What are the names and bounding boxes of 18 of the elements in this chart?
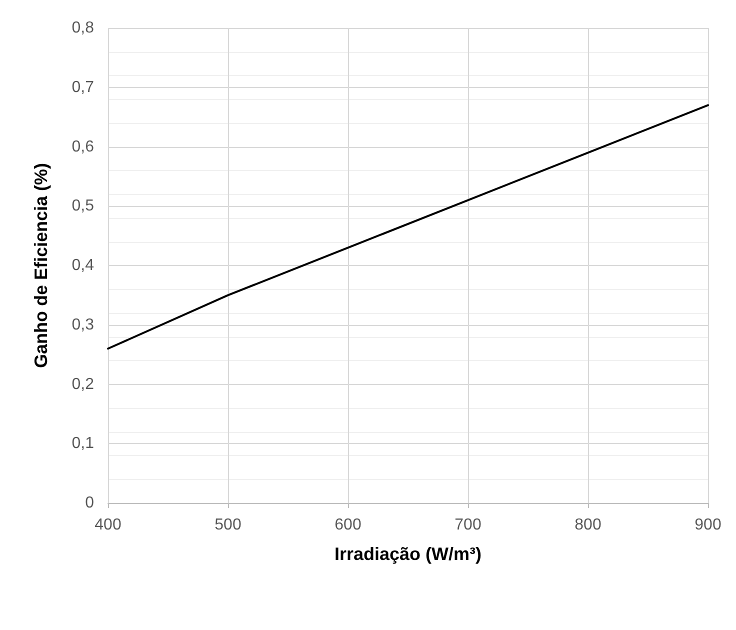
y-tick-label: 0,4: [72, 257, 94, 274]
y-tick-label: 0,6: [72, 138, 94, 156]
x-tick-label: 900: [694, 516, 722, 534]
x-tick-label: 500: [214, 516, 242, 534]
line-series: [107, 104, 709, 350]
x-axis-title: Irradiação (W/m³): [334, 544, 482, 564]
y-tick-label: 0,2: [72, 376, 94, 393]
y-tick-label: 0,5: [72, 198, 94, 215]
y-tick-label: 0: [85, 494, 94, 512]
x-tick-label: 400: [94, 516, 122, 534]
y-tick-label: 0,7: [72, 78, 94, 96]
x-tick-label: 800: [574, 516, 602, 534]
y-tick-label: 0,8: [72, 20, 94, 36]
y-axis-title: Ganho de Eficiencia (%): [31, 162, 51, 368]
x-tick-label: 600: [334, 516, 362, 534]
x-tick-label: 700: [454, 516, 482, 534]
y-tick-label: 0,3: [72, 316, 94, 334]
y-tick-label: 0,1: [72, 435, 94, 452]
